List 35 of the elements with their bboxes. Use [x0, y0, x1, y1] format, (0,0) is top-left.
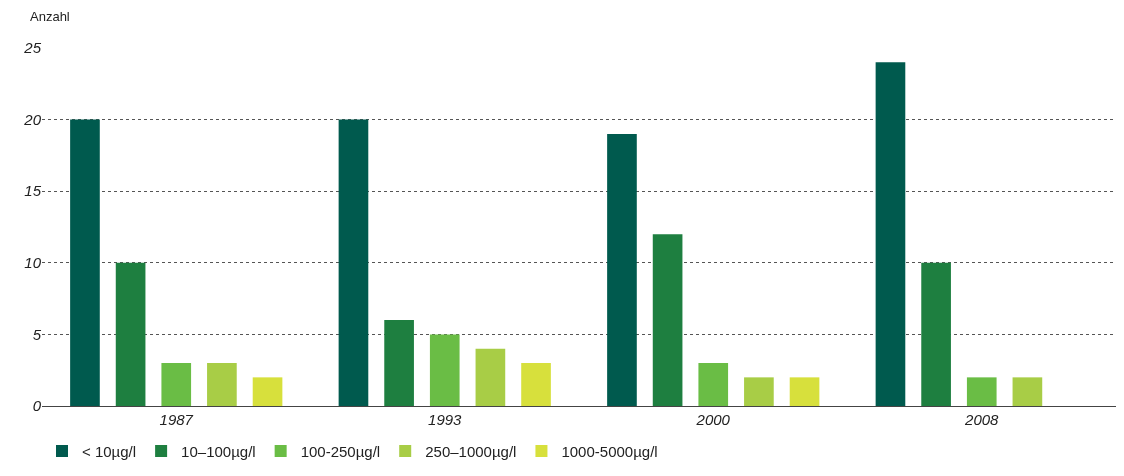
y-tick-label: 15	[24, 182, 42, 200]
bar	[652, 234, 683, 406]
bar	[384, 320, 414, 406]
bar	[115, 262, 146, 406]
bar	[252, 377, 283, 406]
bar	[744, 377, 774, 406]
bar	[966, 377, 997, 406]
y-axis-title: Anzahl	[30, 9, 70, 24]
bar	[789, 377, 820, 406]
legend-label: < 10µg/l	[82, 442, 137, 460]
y-tick-label: 5	[32, 325, 42, 343]
bar	[875, 62, 906, 406]
legend-label: 10–100µg/l	[181, 442, 256, 460]
bar	[521, 363, 551, 406]
bar	[429, 334, 460, 406]
bar	[1012, 377, 1043, 406]
x-tick-label: 1987	[159, 411, 194, 428]
bar	[338, 119, 369, 406]
legend-label: 250–1000µg/l	[425, 442, 517, 460]
x-tick-label: 1993	[428, 411, 463, 428]
y-tick-label: 25	[23, 39, 42, 57]
bar	[698, 363, 729, 406]
bar	[475, 348, 506, 406]
y-tick-label: 0	[32, 397, 42, 415]
bar	[607, 133, 637, 406]
bar	[921, 262, 951, 406]
bar	[207, 363, 237, 406]
legend-label: 1000-5000µg/l	[561, 442, 658, 460]
legend-label: 100-250µg/l	[300, 442, 381, 460]
y-tick-label: 10	[24, 254, 42, 272]
bar	[70, 119, 100, 406]
bar	[161, 363, 192, 406]
x-tick-label: 2000	[695, 411, 731, 428]
y-tick-label: 20	[23, 110, 42, 128]
x-tick-label: 2008	[964, 411, 1000, 428]
